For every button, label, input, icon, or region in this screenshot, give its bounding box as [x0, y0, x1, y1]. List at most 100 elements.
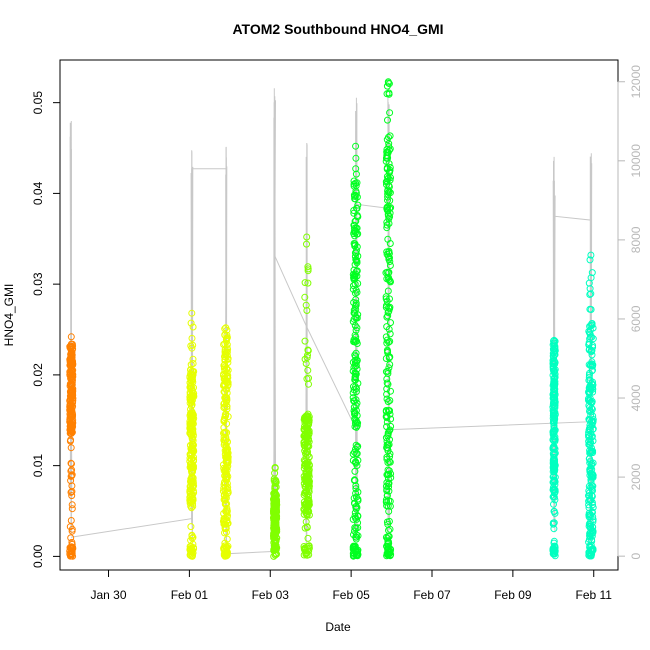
data-point [304, 265, 312, 273]
data-point [550, 339, 558, 347]
data-point [549, 460, 557, 467]
y-tick-label: 0.05 [31, 91, 45, 115]
data-point [354, 456, 362, 464]
data-point [351, 261, 359, 269]
data-point [301, 293, 309, 301]
data-point [189, 355, 197, 363]
data-point [385, 480, 393, 488]
data-point [187, 485, 195, 493]
data-point [354, 201, 362, 209]
data-point [551, 486, 559, 494]
data-point [386, 361, 394, 368]
x-tick-label: Feb 11 [576, 588, 613, 602]
data-point [385, 274, 392, 281]
data-point [386, 109, 394, 117]
data-point [188, 414, 196, 422]
data-point-max [188, 309, 196, 317]
data-point [270, 511, 278, 519]
data-point [353, 462, 361, 469]
data-point [188, 334, 196, 342]
data-point [550, 377, 558, 385]
data-point [550, 442, 558, 450]
data-point [270, 547, 278, 554]
data-point [586, 468, 594, 476]
data-point [188, 552, 196, 560]
data-point [550, 389, 558, 397]
data-point [352, 170, 360, 178]
data-point [189, 464, 197, 471]
data-point [387, 422, 395, 430]
data-point [586, 256, 594, 264]
data-point [586, 416, 593, 424]
data-point [351, 476, 359, 484]
data-point [68, 505, 76, 513]
data-point [220, 496, 228, 504]
data-point [586, 369, 593, 377]
data-point [221, 447, 229, 455]
data-point [383, 82, 391, 90]
data-point [385, 507, 393, 515]
data-point [384, 190, 392, 198]
data-point [550, 398, 558, 406]
data-point [224, 382, 232, 389]
data-point [586, 532, 594, 540]
data-point [549, 463, 557, 470]
x-tick-label: Feb 05 [332, 588, 370, 602]
data-point [221, 524, 229, 532]
x-axis-label: Date [325, 620, 351, 634]
data-point [384, 312, 392, 320]
data-point [304, 464, 312, 472]
data-point [351, 253, 359, 261]
y2-tick-label: 2000 [629, 463, 643, 490]
data-point [385, 338, 393, 346]
y-tick-label: 0.04 [31, 181, 45, 205]
data-point [385, 90, 393, 98]
data-point [586, 426, 594, 434]
data-point [352, 388, 360, 396]
data-point [384, 287, 392, 295]
data-point [188, 367, 196, 375]
data-point [187, 381, 195, 389]
data-point [383, 275, 391, 283]
data-point [587, 418, 595, 425]
data-point-max [550, 336, 558, 344]
x-tick-label: Feb 01 [171, 588, 209, 602]
data-point [303, 461, 311, 469]
data-point [221, 478, 229, 486]
data-point [223, 374, 231, 382]
data-point [383, 313, 391, 321]
data-point [382, 368, 390, 376]
data-point [383, 492, 391, 499]
data-point [586, 406, 594, 414]
data-point [302, 301, 310, 309]
data-point [68, 390, 76, 397]
data-point [351, 242, 359, 250]
data-point [382, 293, 390, 301]
y2-tick-label: 0 [629, 553, 643, 560]
data-point [550, 427, 558, 435]
data-point [384, 380, 392, 388]
data-point [224, 413, 232, 421]
data-point [587, 470, 595, 477]
data-point [352, 524, 360, 532]
data-point [586, 521, 594, 528]
series-0 [66, 333, 77, 560]
data-point [303, 240, 310, 248]
data-point [189, 412, 197, 420]
data-point [352, 383, 359, 391]
data-point [221, 487, 229, 495]
data-point [352, 441, 360, 449]
data-point [187, 475, 195, 483]
data-point [187, 342, 195, 350]
data-point [68, 492, 76, 500]
data-point [222, 399, 230, 406]
data-point [304, 279, 312, 287]
data-point [586, 457, 594, 465]
data-point [223, 535, 231, 543]
y-tick-label: 0.01 [31, 454, 45, 478]
data-point [304, 346, 312, 354]
data-point [68, 472, 76, 480]
data-point [352, 353, 360, 361]
data-point [384, 502, 392, 510]
data-point [352, 376, 360, 384]
